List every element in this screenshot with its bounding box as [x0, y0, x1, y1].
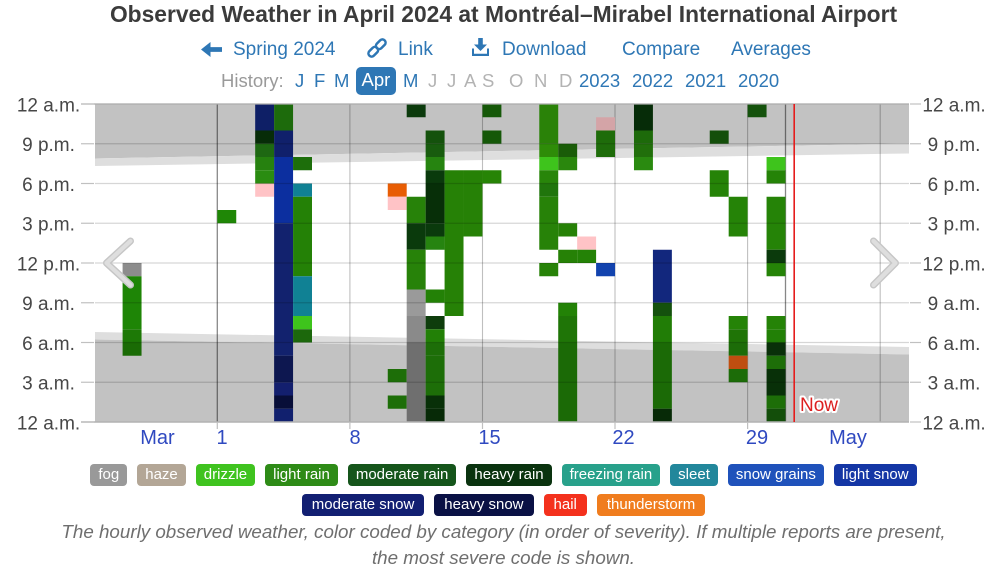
- svg-text:6 p.m.: 6 p.m.: [22, 175, 75, 196]
- svg-text:12 a.m.: 12 a.m.: [922, 413, 985, 434]
- svg-text:6 p.m.: 6 p.m.: [928, 175, 981, 196]
- svg-text:9 p.m.: 9 p.m.: [22, 135, 75, 156]
- svg-text:May: May: [829, 427, 867, 449]
- svg-text:Now: Now: [800, 395, 838, 416]
- svg-text:9 p.m.: 9 p.m.: [928, 135, 981, 156]
- svg-text:3 p.m.: 3 p.m.: [22, 215, 75, 236]
- svg-text:22: 22: [612, 427, 634, 449]
- svg-text:Mar: Mar: [140, 427, 175, 449]
- svg-text:6 a.m.: 6 a.m.: [928, 334, 981, 355]
- svg-text:3 p.m.: 3 p.m.: [928, 215, 981, 236]
- svg-text:12 p.m.: 12 p.m.: [17, 254, 80, 275]
- svg-text:9 a.m.: 9 a.m.: [928, 294, 981, 315]
- svg-text:12 a.m.: 12 a.m.: [17, 413, 80, 434]
- svg-text:6 a.m.: 6 a.m.: [22, 334, 75, 355]
- svg-text:3 a.m.: 3 a.m.: [928, 374, 981, 395]
- svg-text:12 a.m.: 12 a.m.: [922, 95, 985, 116]
- svg-text:3 a.m.: 3 a.m.: [22, 374, 75, 395]
- svg-text:12 p.m.: 12 p.m.: [922, 254, 985, 275]
- svg-text:9 a.m.: 9 a.m.: [22, 294, 75, 315]
- svg-text:15: 15: [478, 427, 500, 449]
- svg-text:29: 29: [746, 427, 768, 449]
- svg-text:8: 8: [349, 427, 360, 449]
- svg-text:1: 1: [216, 427, 227, 449]
- svg-text:12 a.m.: 12 a.m.: [17, 95, 80, 116]
